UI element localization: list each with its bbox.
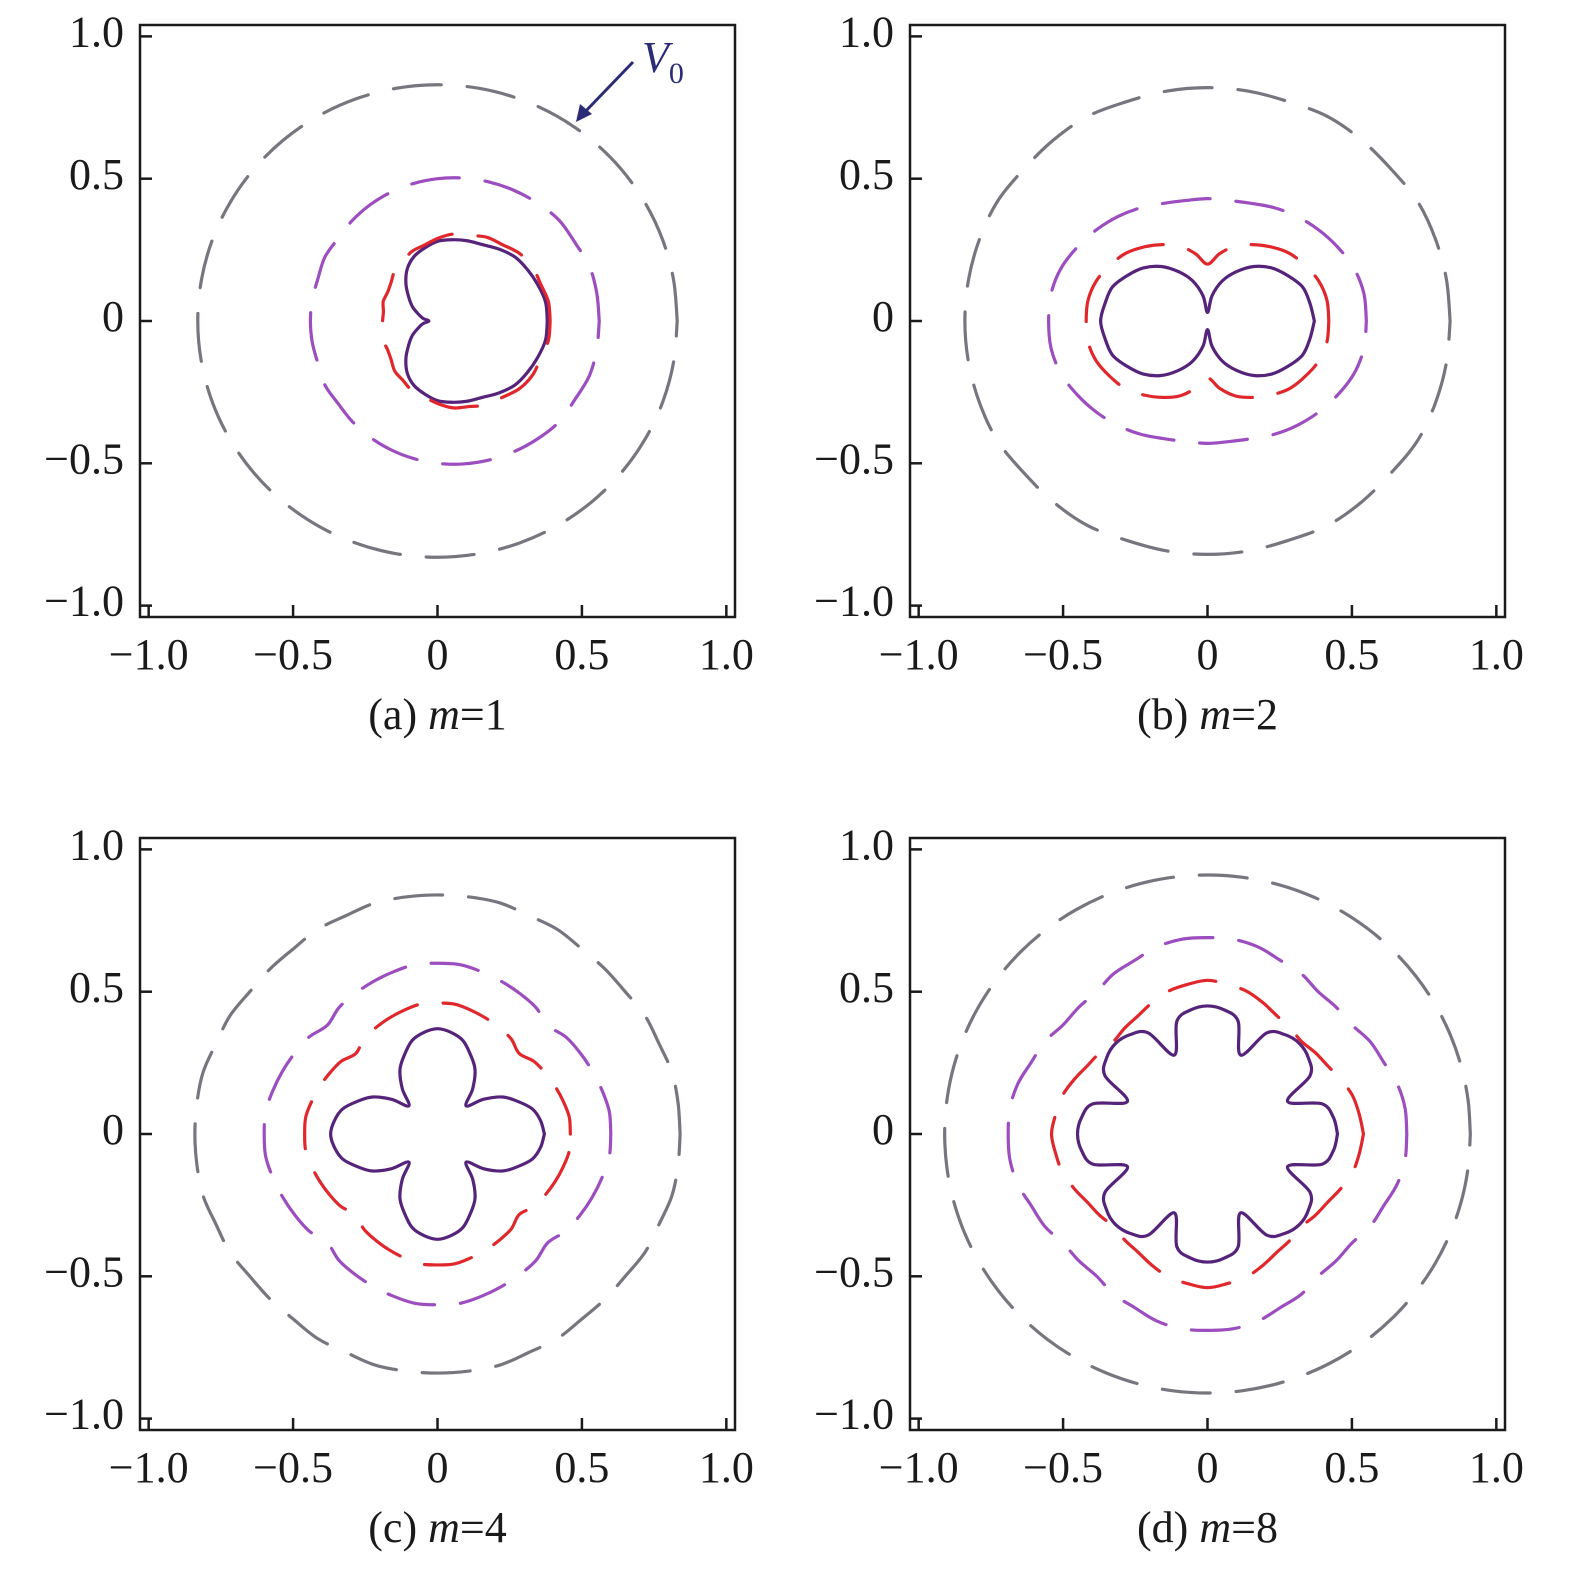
y-tick-label: −0.5 [44, 1247, 124, 1296]
x-tick-label: 0.5 [554, 630, 609, 679]
caption-part: m [428, 1503, 460, 1552]
x-tick-label: 0.5 [1324, 1443, 1379, 1492]
y-tick-label: 1.0 [839, 820, 894, 869]
annotation-arrow [580, 60, 635, 117]
x-tick-label: 0.5 [1324, 630, 1379, 679]
x-tick-label: 1.0 [1469, 1443, 1524, 1492]
panel: −1.0 −0.5 0 0.5 1.0 −1.0 −0.5 0 0.5 1.0 (c) m=4 [44, 820, 754, 1552]
contour-line [196, 83, 679, 559]
x-tick-label: −1.0 [879, 1443, 959, 1492]
x-tick-label: −1.0 [879, 630, 959, 679]
y-tick-label: −1.0 [44, 1390, 124, 1439]
y-tick-label: −1.0 [814, 577, 894, 626]
x-tick-label: 0 [1197, 630, 1219, 679]
y-tick-label: −0.5 [814, 434, 894, 483]
caption-part: =2 [1231, 690, 1278, 739]
caption-part: =1 [460, 690, 507, 739]
x-tick-label: 0 [427, 630, 449, 679]
x-tick-label: 0 [1197, 1443, 1219, 1492]
x-tick-label: 0.5 [554, 1443, 609, 1492]
caption-part: =4 [460, 1503, 507, 1552]
contour-line [1075, 1004, 1340, 1264]
contour-line [193, 893, 682, 1375]
y-tick-label: 1.0 [69, 820, 124, 869]
annotation: V0 [642, 33, 684, 90]
x-tick-label: 1.0 [699, 1443, 754, 1492]
y-tick-label: −0.5 [44, 434, 124, 483]
contour-line [303, 1001, 572, 1267]
x-tick-label: −0.5 [253, 630, 333, 679]
contour-line [943, 873, 1472, 1395]
caption-part: =8 [1231, 1503, 1278, 1552]
x-tick-label: 1.0 [1469, 630, 1524, 679]
x-tick-label: −1.0 [109, 1443, 189, 1492]
x-tick-label: 1.0 [699, 630, 754, 679]
y-tick-label: 0 [102, 292, 124, 341]
contour-line [329, 1027, 546, 1241]
caption-part: m [1199, 690, 1231, 739]
x-tick-label: −0.5 [253, 1443, 333, 1492]
caption-part: (d) [1137, 1503, 1188, 1552]
annotation-text: V [642, 33, 674, 82]
contour-line [1006, 936, 1409, 1332]
contour-line [308, 176, 601, 466]
caption-part: (a) [368, 690, 417, 739]
x-tick-label: −0.5 [1023, 630, 1103, 679]
caption: (d) m=8 [1137, 1503, 1278, 1552]
caption-part: (b) [1137, 690, 1188, 739]
contour-line [1047, 197, 1368, 445]
y-tick-label: 0.5 [69, 150, 124, 199]
y-tick-label: 1.0 [69, 7, 124, 56]
contour-line [1049, 978, 1366, 1290]
y-tick-label: 0.5 [839, 150, 894, 199]
y-tick-label: −1.0 [814, 1390, 894, 1439]
annotation-subscript: 0 [669, 57, 684, 90]
panel: −1.0 −0.5 0 0.5 1.0 −1.0 −0.5 0 0.5 1.0 (b) m=2 [814, 7, 1524, 739]
y-tick-label: −1.0 [44, 577, 124, 626]
panel: −1.0 −0.5 0 0.5 1.0 −1.0 −0.5 0 0.5 1.0 (d) m=8 [814, 820, 1524, 1552]
contour-line [262, 961, 613, 1307]
contour-line [1099, 264, 1316, 378]
caption: (b) m=2 [1137, 690, 1278, 739]
caption-part: (c) [368, 1503, 417, 1552]
caption-part: m [1199, 1503, 1231, 1552]
contour-line [404, 238, 549, 404]
y-tick-label: −0.5 [814, 1247, 894, 1296]
panel: −1.0 −0.5 0 0.5 1.0 −1.0 −0.5 0 0.5 1.0 (a) m=1 [44, 7, 754, 739]
contour-line [1084, 242, 1331, 400]
y-tick-label: 1.0 [839, 7, 894, 56]
caption: (a) m=1 [368, 690, 506, 739]
caption: (c) m=4 [368, 1503, 506, 1552]
x-tick-label: −0.5 [1023, 1443, 1103, 1492]
contour-line [963, 86, 1452, 556]
contour-line [381, 232, 552, 410]
y-tick-label: 0.5 [839, 963, 894, 1012]
y-tick-label: 0 [102, 1105, 124, 1154]
x-tick-label: −1.0 [109, 630, 189, 679]
y-tick-label: 0 [872, 292, 894, 341]
annotation-arrowhead [576, 104, 592, 122]
y-tick-label: 0.5 [69, 963, 124, 1012]
caption-part: m [428, 690, 460, 739]
x-tick-label: 0 [427, 1443, 449, 1492]
y-tick-label: 0 [872, 1105, 894, 1154]
